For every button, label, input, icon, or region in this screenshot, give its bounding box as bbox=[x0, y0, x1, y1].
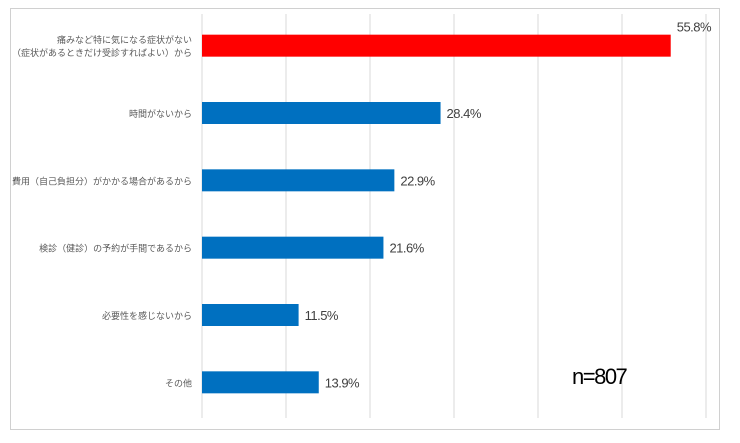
category-label: その他 bbox=[165, 377, 192, 389]
data-label: 21.6% bbox=[389, 241, 424, 256]
data-label: 55.8% bbox=[677, 20, 712, 35]
bar bbox=[202, 169, 395, 192]
bar bbox=[202, 371, 319, 394]
category-label: 費用（自己負担分）がかかる場合があるから bbox=[12, 175, 192, 187]
category-label: （症状があるときだけ受診すればよい）から bbox=[12, 47, 192, 59]
category-label: 痛みなど特に気になる症状がない bbox=[57, 34, 192, 46]
bar bbox=[202, 304, 299, 326]
data-label: 13.9% bbox=[325, 375, 360, 390]
data-label: 22.9% bbox=[400, 173, 435, 188]
category-label: 検診（健診）の予約が手間であるから bbox=[39, 243, 192, 255]
data-label: 28.4% bbox=[447, 106, 482, 121]
category-label: 時間がないから bbox=[129, 108, 192, 120]
bar bbox=[202, 34, 671, 57]
chart-frame bbox=[10, 8, 720, 430]
bar bbox=[202, 102, 441, 124]
bar bbox=[202, 236, 384, 259]
data-label: 11.5% bbox=[305, 308, 339, 323]
sample-size-annotation: n=807 bbox=[572, 364, 628, 389]
category-label: 必要性を感じないから bbox=[102, 310, 192, 322]
